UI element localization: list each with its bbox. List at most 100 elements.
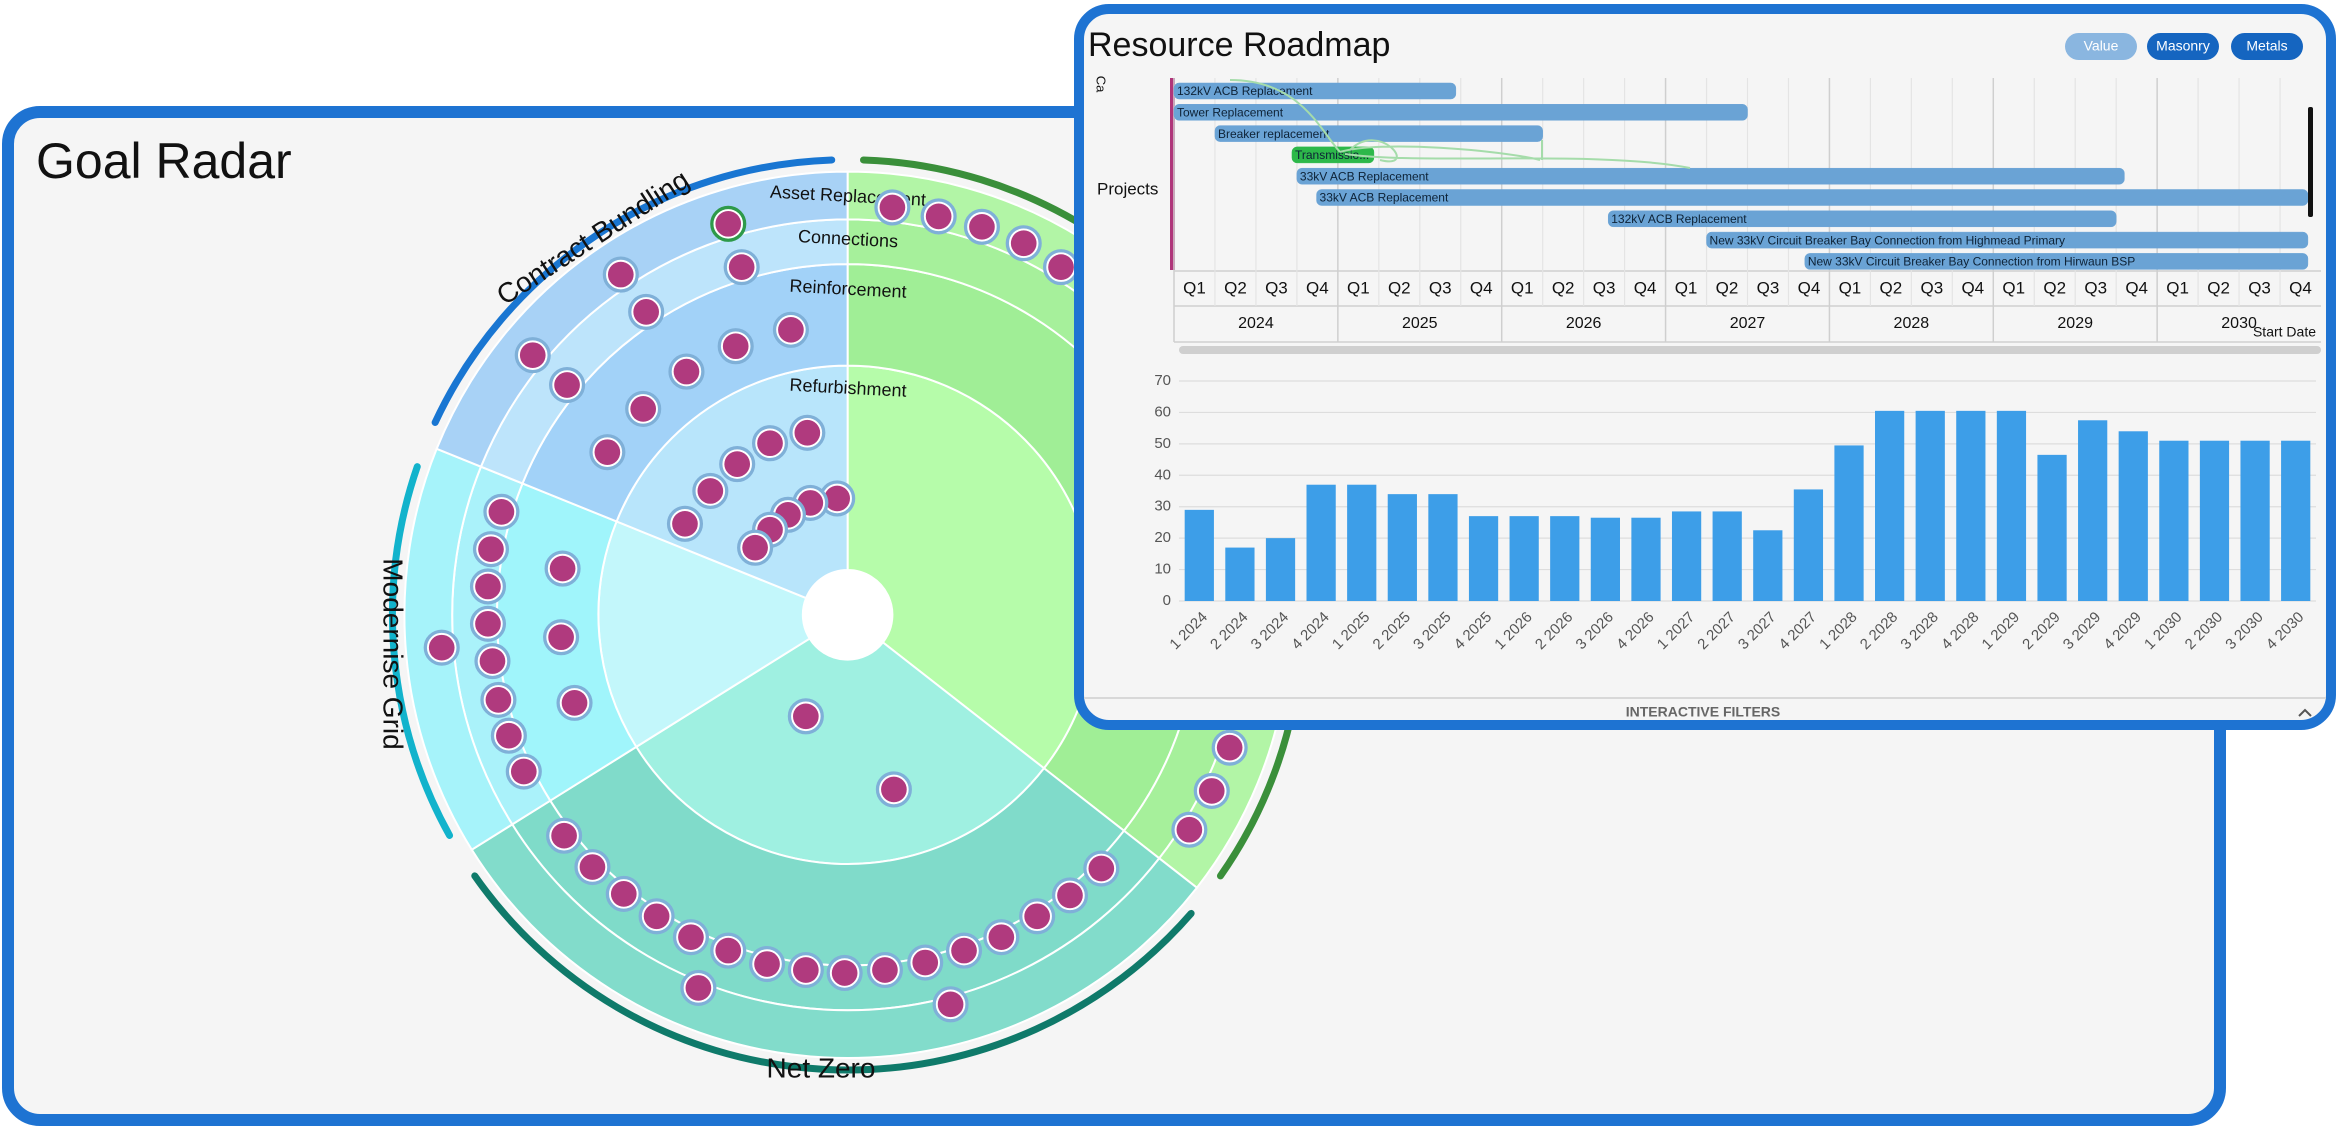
task-label: 33kV ACB Replacement	[1320, 191, 1449, 205]
quarter-label: Q2	[1388, 278, 1411, 297]
bar[interactable]	[2078, 420, 2108, 601]
bar[interactable]	[1184, 509, 1214, 601]
bar[interactable]	[1793, 489, 1824, 601]
task-bar[interactable]	[1316, 189, 2309, 206]
filter-button[interactable]	[2065, 33, 2137, 60]
project-dot-core	[912, 949, 939, 976]
project-dots	[423, 189, 1248, 1023]
horizontal-scrollbar[interactable]	[1179, 346, 2321, 354]
y-tick-label: 20	[1154, 529, 1171, 546]
sector-arc	[471, 872, 1195, 1074]
project-dot-core	[742, 534, 768, 561]
gantt: Q1 Q2 Q3 Q4 2024 Q1 Q2 Q3 Q4 2025 Q1 Q2 Q3 Q4 2026 Q1 Q2…	[1173, 78, 2321, 343]
year-label: 2024	[1238, 315, 1274, 332]
bar[interactable]	[1225, 547, 1255, 601]
project-dot-core	[728, 254, 755, 280]
task-bar[interactable]	[1296, 167, 2125, 185]
quarter-label: Q1	[2002, 278, 2025, 297]
footer-label[interactable]: INTERACTIVE FILTERS	[1626, 704, 1781, 720]
bar[interactable]	[1834, 445, 1864, 601]
year-label: 2026	[1566, 315, 1602, 332]
quarter-label: Q4	[1306, 278, 1329, 297]
project-dot-core	[551, 822, 577, 849]
bar[interactable]	[1265, 538, 1296, 601]
bar[interactable]	[2281, 440, 2311, 601]
task-bar[interactable]	[1607, 210, 2117, 228]
radar-hole	[802, 570, 893, 660]
bar[interactable]	[2118, 431, 2148, 601]
project-dot-core	[722, 333, 749, 360]
year-label: 2029	[2057, 315, 2093, 332]
year-label: 2028	[1894, 315, 1930, 332]
filter-button[interactable]	[2147, 33, 2219, 60]
quarter-label: Q2	[1552, 278, 1575, 297]
project-dot-core	[969, 213, 995, 240]
filter-buttons: Value Masonry Metals	[2065, 33, 2303, 60]
year-label: 2025	[1402, 315, 1438, 332]
task-label: New 33kV Circuit Breaker Bay Connection …	[1710, 233, 2065, 247]
bar[interactable]	[1428, 494, 1458, 601]
task-bar[interactable]	[1173, 104, 1748, 121]
quarter-label: Q2	[2207, 278, 2230, 297]
bar[interactable]	[1509, 516, 1539, 601]
year-label: 2027	[1730, 315, 1766, 332]
task-bar[interactable]	[1706, 231, 2309, 249]
category-label: Ca	[1094, 76, 1109, 93]
bar[interactable]	[1468, 516, 1499, 601]
bar[interactable]	[1753, 530, 1783, 601]
task-bar[interactable]	[1173, 82, 1457, 100]
vertical-scrollbar[interactable]	[2308, 107, 2313, 217]
project-dot-core	[793, 703, 819, 730]
year-label: 2030	[2221, 315, 2257, 332]
project-dot-core	[1024, 903, 1050, 930]
quarter-label: Q2	[1716, 278, 1739, 297]
project-dot-core	[937, 991, 964, 1018]
bar[interactable]	[1631, 517, 1661, 601]
bar[interactable]	[1550, 516, 1580, 601]
project-dot-core	[672, 510, 698, 537]
bar[interactable]	[1712, 511, 1742, 601]
project-dot-core	[881, 776, 907, 803]
filter-button-label[interactable]: Masonry	[2156, 38, 2210, 54]
bar[interactable]	[2037, 454, 2067, 601]
bar[interactable]	[2199, 440, 2230, 601]
bar[interactable]	[1347, 484, 1377, 601]
filter-button[interactable]	[2231, 33, 2303, 60]
project-dot-core	[678, 924, 704, 950]
quarter-label: Q3	[1920, 278, 1943, 297]
bar[interactable]	[2159, 440, 2189, 601]
bar[interactable]	[1956, 410, 1986, 601]
project-dot-core	[475, 573, 501, 600]
bar[interactable]	[1996, 410, 2027, 601]
filter-button-label[interactable]: Metals	[2246, 38, 2287, 54]
dependency-lines	[1229, 79, 1691, 169]
task-bar[interactable]	[1291, 146, 1375, 164]
bar[interactable]	[1915, 410, 1945, 601]
bar[interactable]	[1387, 494, 1417, 601]
project-dot-core	[1088, 855, 1115, 882]
bar[interactable]	[2240, 440, 2270, 601]
project-dot-core	[1010, 230, 1037, 257]
y-tick-label: 60	[1154, 403, 1171, 420]
panel-title: Goal Radar	[36, 133, 292, 189]
project-dot-core	[549, 555, 576, 582]
project-dot-core	[879, 194, 906, 221]
bar[interactable]	[1875, 410, 1905, 601]
project-dot-core	[724, 451, 751, 477]
filter-button-label[interactable]: Value	[2084, 38, 2119, 54]
bar[interactable]	[1590, 517, 1620, 601]
quarter-label: Q4	[1634, 278, 1657, 297]
project-dot-core	[925, 203, 952, 230]
quarter-label: Q1	[1839, 278, 1862, 297]
quarter-label: Q1	[1675, 278, 1698, 297]
collapse-caret[interactable]	[2298, 708, 2312, 717]
y-tick-label: 10	[1154, 561, 1171, 578]
project-dot-core	[579, 854, 606, 880]
y-tick-label: 70	[1154, 372, 1171, 389]
bar[interactable]	[1671, 511, 1702, 601]
bar[interactable]	[1306, 484, 1336, 601]
task-label: 33kV ACB Replacement	[1300, 169, 1429, 183]
project-dot-core	[754, 951, 780, 977]
task-bar[interactable]	[1804, 253, 2309, 270]
project-dot-core	[1057, 882, 1083, 909]
